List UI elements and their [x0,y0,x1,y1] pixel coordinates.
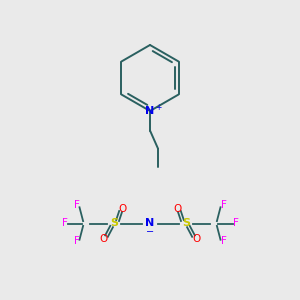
Text: O: O [192,233,201,244]
Text: F: F [61,218,68,229]
Text: O: O [173,203,181,214]
Text: N: N [146,218,154,229]
Text: S: S [110,218,118,229]
Text: F: F [220,200,226,211]
Text: O: O [119,203,127,214]
Text: F: F [232,218,238,229]
Text: S: S [182,218,190,229]
Text: F: F [74,236,80,247]
Text: F: F [74,200,80,211]
Text: O: O [99,233,108,244]
Text: F: F [220,236,226,247]
Text: +: + [155,103,162,112]
Text: −: − [146,227,154,237]
Text: N: N [146,106,154,116]
